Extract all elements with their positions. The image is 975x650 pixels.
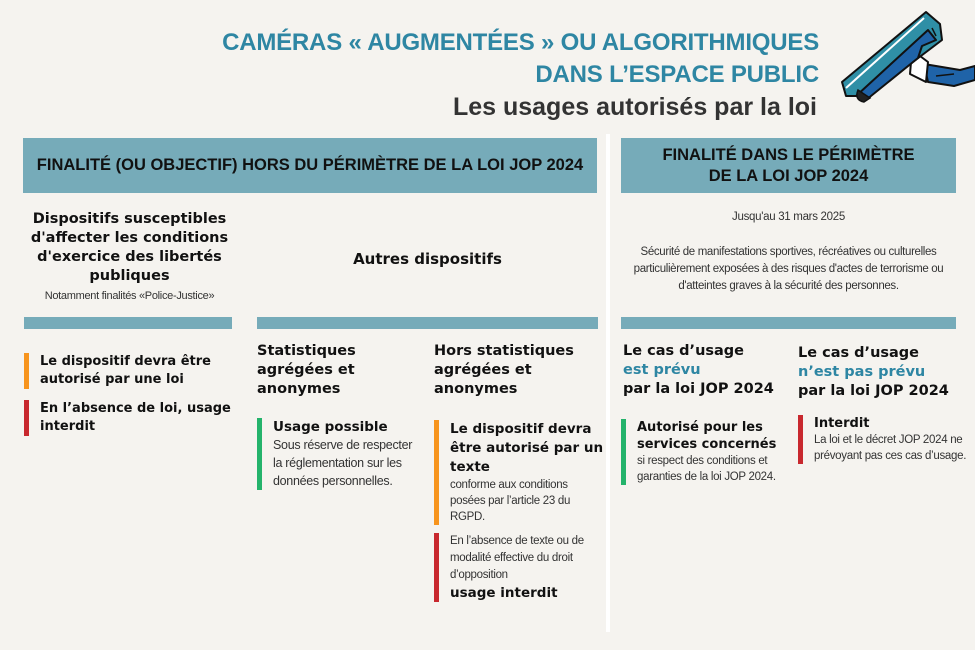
hors-statistiques-heading: Hors statistiques agrégées et anonymes [434, 343, 574, 397]
autres-dispositifs-title: Autres dispositifs [353, 250, 502, 268]
item-autorise-par-texte: Le dispositif devra être autorisé par un… [434, 420, 604, 525]
usage-possible-text: Sous réserve de respecter la réglementat… [273, 438, 413, 488]
column-divider [606, 134, 610, 632]
dispositifs-libertes-note: Notamment finalités «Police-Justice» [44, 290, 215, 302]
pas-prevu-heading-post: par la loi JOP 2024 [798, 383, 949, 399]
interdit-text: La loi et le décret JOP 2024 ne prévoyan… [814, 434, 967, 462]
item-absence-texte-interdit: En l’absence de texte ou de modalité eff… [434, 533, 604, 602]
item-autorise-par-loi: Le dispositif devra être autorisé par un… [24, 353, 239, 389]
cas-usage-pas-prevu-heading: Le cas d’usage n’est pas prévu par la lo… [798, 344, 968, 401]
band-dans-perimetre-line2: DE LA LOI JOP 2024 [708, 166, 869, 185]
deadline-text: Jusqu'au 31 mars 2025 [732, 211, 845, 223]
perimetre-description: Sécurité de manifestations sportives, ré… [633, 246, 944, 292]
section-bar-autres [257, 317, 598, 329]
autorise-par-texte-label: Le dispositif devra être autorisé par un… [450, 421, 604, 475]
dispositifs-libertes-title: Dispositifs susceptibles d'affecter les … [30, 211, 229, 284]
autorise-par-texte-text: conforme aux conditions posées par l’art… [450, 479, 571, 523]
autorise-label: Autorisé pour les services concernés [637, 420, 777, 452]
band-dans-perimetre-line1: FINALITÉ DANS LE PÉRIMÈTRE [662, 145, 915, 164]
pas-prevu-heading-pre: Le cas d’usage [798, 345, 920, 361]
main-title-line1: CAMÉRAS « AUGMENTÉES » OU ALGORITHMIQUES [222, 29, 819, 56]
statistiques-heading: Statistiques agrégées et anonymes [257, 343, 356, 397]
usage-possible-label: Usage possible [273, 419, 388, 435]
band-hors-perimetre-label: FINALITÉ (OU OBJECTIF) HORS DU PÉRIMÈTRE… [36, 156, 584, 174]
item-autorise-services: Autorisé pour les services concernés si … [621, 419, 791, 485]
subtitle: Les usages autorisés par la loi [452, 93, 817, 121]
absence-texte-text: En l’absence de texte ou de modalité eff… [450, 535, 584, 581]
item-usage-possible: Usage possible Sous réserve de respecter… [257, 418, 422, 490]
prevu-heading-post: par la loi JOP 2024 [623, 381, 774, 397]
pas-prevu-heading-accent: n’est pas prévu [798, 364, 926, 380]
usage-interdit-label: usage interdit [450, 585, 558, 601]
prevu-heading-pre: Le cas d’usage [623, 343, 745, 359]
main-title-line2: DANS L’ESPACE PUBLIC [535, 61, 819, 88]
section-bar-perimetre [621, 317, 956, 329]
cas-usage-prevu-heading: Le cas d’usage est prévu par la loi JOP … [623, 342, 793, 399]
interdit-label: Interdit [814, 416, 870, 431]
band-dans-perimetre: FINALITÉ DANS LE PÉRIMÈTRE DE LA LOI JOP… [621, 138, 956, 193]
item-absence-loi-interdit: En l’absence de loi, usage interdit [24, 400, 239, 436]
item-interdit: Interdit La loi et le décret JOP 2024 ne… [798, 415, 968, 464]
security-camera-icon [832, 0, 975, 130]
autorise-text: si respect des conditions et garanties d… [637, 455, 776, 483]
band-hors-perimetre: FINALITÉ (OU OBJECTIF) HORS DU PÉRIMÈTRE… [23, 138, 597, 193]
prevu-heading-accent: est prévu [623, 362, 701, 378]
section-bar-libertes [24, 317, 232, 329]
